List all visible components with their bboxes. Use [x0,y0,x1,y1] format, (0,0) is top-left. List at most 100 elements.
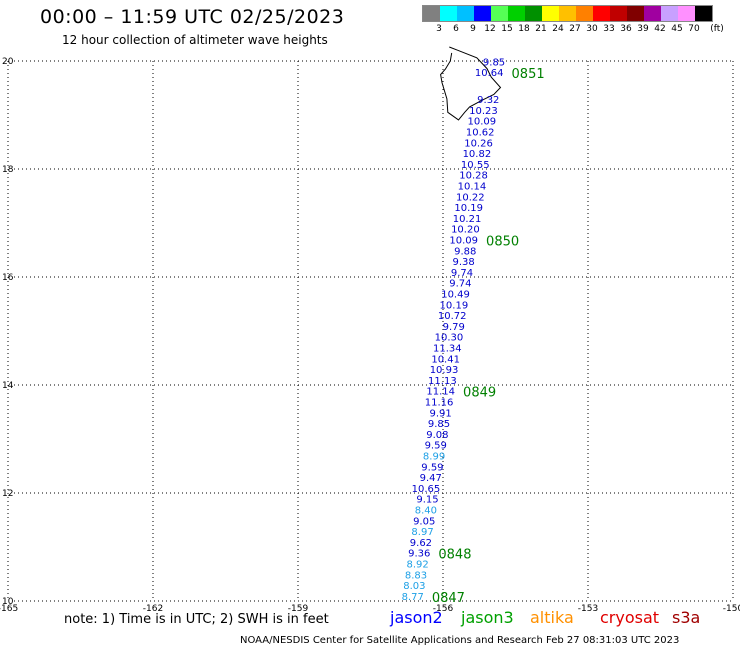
wave-height-value: 8.77 [402,592,424,603]
wave-height-value: 10.26 [464,138,493,149]
wave-height-value: 9.62 [410,538,432,549]
wave-height-value: 9.79 [443,322,465,333]
pass-time-label: 0849 [463,386,496,401]
wave-height-value: 11.14 [426,387,455,398]
note-text: note: 1) Time is in UTC; 2) SWH is in fe… [64,612,329,627]
wave-height-value: 10.30 [435,333,464,344]
legend-label: 6 [453,24,459,34]
legend-swatch [474,6,491,21]
legend-unit: (ft) [710,24,724,34]
legend-swatch [457,6,474,21]
lon-tick-label: -156 [433,604,454,614]
wave-height-value: 9.74 [451,268,473,279]
wave-height-value: 8.99 [423,452,445,463]
lon-tick-label: -159 [288,604,309,614]
legend-swatch [576,6,593,21]
satellite-label-altika: altika [530,608,574,627]
color-legend-labels: 3 6 9 12 15 18 21 24 27 30 33 36 39 42 45 70 (ft) [422,24,724,36]
wave-height-value: 9.05 [413,516,435,527]
legend-label: 24 [552,24,564,34]
legend-label: 3 [436,24,442,34]
lat-tick-label: 10 [2,597,14,607]
legend-label: 27 [569,24,581,34]
wave-height-value: 10.14 [458,182,487,193]
legend-swatch [661,6,678,21]
wave-height-value: 10.55 [461,160,490,171]
wave-height-value: 9.38 [453,257,475,268]
wave-height-value: 9.91 [430,408,452,419]
lat-tick-label: 12 [2,489,13,499]
color-legend-swatches [422,5,713,22]
wave-height-value: 9.59 [421,462,443,473]
legend-swatch [423,6,440,21]
legend-label: 36 [620,24,632,34]
wave-height-value: 9.88 [454,246,476,257]
map-title: 00:00 – 11:59 UTC 02/25/2023 [40,6,345,28]
wave-height-value: 9.59 [425,441,447,452]
satellite-label-cryosat: cryosat [600,608,660,627]
wave-height-value: 8.83 [405,570,427,581]
wave-height-value: 10.19 [440,300,469,311]
wave-height-value: 9.32 [477,95,499,106]
wave-height-value: 9.85 [483,57,505,68]
legend-label: 21 [535,24,547,34]
wave-height-value: 10.09 [467,117,496,128]
pass-time-label: 0850 [486,235,519,250]
wave-height-value: 10.23 [469,106,498,117]
legend-swatch [695,6,712,21]
pass-time-label: 0847 [432,591,465,606]
legend-swatch [542,6,559,21]
legend-swatch [627,6,644,21]
wave-height-value: 10.62 [466,128,495,139]
wave-height-value: 10.21 [453,214,482,225]
legend-swatch [593,6,610,21]
footer-credit: NOAA/NESDIS Center for Satellite Applica… [240,635,680,646]
wave-height-value: 10.72 [438,311,467,322]
wave-height-value: 11.34 [433,344,462,355]
wave-height-value: 10.65 [412,484,441,495]
wave-height-value: 10.64 [475,68,504,79]
pass-time-label: 0848 [438,548,471,563]
pass-time-label: 0851 [512,67,545,82]
wave-height-value: 11.13 [428,376,457,387]
wave-height-value: 10.22 [456,192,485,203]
wave-height-value: 9.85 [428,419,450,430]
wave-height-value: 10.49 [441,290,470,301]
wave-height-value: 10.09 [449,236,478,247]
legend-label: 42 [654,24,666,34]
wave-height-value: 10.82 [463,149,492,160]
legend-label: 12 [484,24,496,34]
wave-height-value: 9.15 [416,495,438,506]
wave-height-value: 8.03 [403,581,425,592]
wave-height-value: 9.74 [449,279,471,290]
coastline-big-island [440,46,502,121]
legend-label: 18 [518,24,530,34]
legend-swatch [525,6,542,21]
lon-tick-label: -153 [578,604,598,614]
legend-label: 39 [637,24,649,34]
legend-label: 70 [688,24,700,34]
legend-swatch [508,6,525,21]
legend-label: 9 [470,24,476,34]
color-legend: 3 6 9 12 15 18 21 24 27 30 33 36 39 42 45 70 (ft) [422,5,724,36]
wave-height-value: 11.16 [425,398,454,409]
wave-height-value: 8.40 [415,506,437,517]
map-subtitle: 12 hour collection of altimeter wave hei… [62,33,328,47]
legend-swatch [644,6,661,21]
wave-height-value: 10.93 [430,365,459,376]
legend-label: 15 [501,24,513,34]
wave-height-value: 9.36 [408,549,430,560]
lon-tick-label: -165 [0,604,18,614]
lat-tick-label: 20 [2,57,14,67]
satellite-label-s3a: s3a [672,608,701,627]
wave-height-value: 8.92 [406,560,428,571]
legend-label: 30 [586,24,598,34]
wave-height-value: 10.28 [459,171,488,182]
legend-swatch [559,6,576,21]
wave-height-value: 8.97 [411,527,433,538]
lon-tick-label: -150 [723,604,740,614]
lat-tick-label: 14 [2,381,14,391]
lat-tick-label: 18 [2,165,14,175]
legend-label: 45 [671,24,683,34]
